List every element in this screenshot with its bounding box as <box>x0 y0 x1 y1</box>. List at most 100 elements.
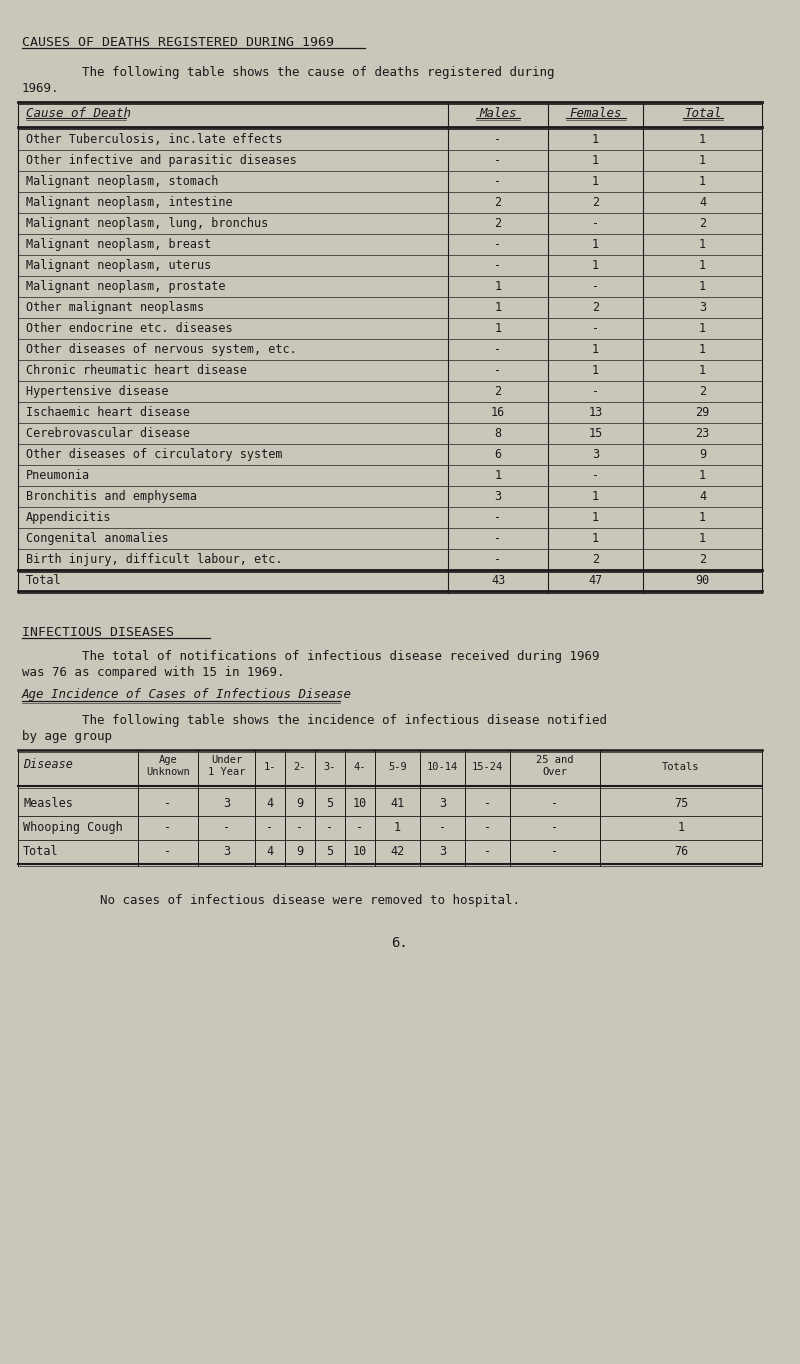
Text: Chronic rheumatic heart disease: Chronic rheumatic heart disease <box>26 364 247 376</box>
Text: Appendicitis: Appendicitis <box>26 512 111 524</box>
Text: -: - <box>326 821 334 833</box>
Text: Hypertensive disease: Hypertensive disease <box>26 385 169 398</box>
Text: 1: 1 <box>592 364 599 376</box>
Text: 1: 1 <box>592 154 599 166</box>
Text: Birth injury, difficult labour, etc.: Birth injury, difficult labour, etc. <box>26 552 282 566</box>
Text: 1: 1 <box>494 301 502 314</box>
Text: Cerebrovascular disease: Cerebrovascular disease <box>26 427 190 441</box>
Text: 1: 1 <box>699 175 706 188</box>
Text: The following table shows the incidence of infectious disease notified: The following table shows the incidence … <box>22 713 607 727</box>
Text: Other infective and parasitic diseases: Other infective and parasitic diseases <box>26 154 297 166</box>
Text: -: - <box>551 821 558 833</box>
Text: -: - <box>357 821 363 833</box>
Text: Measles: Measles <box>23 797 73 810</box>
Text: Whooping Cough: Whooping Cough <box>23 821 122 833</box>
Text: 9: 9 <box>297 797 303 810</box>
Text: 3-: 3- <box>324 762 336 772</box>
Text: 3: 3 <box>223 846 230 858</box>
Text: 1: 1 <box>699 512 706 524</box>
Text: Other malignant neoplasms: Other malignant neoplasms <box>26 301 204 314</box>
Text: -: - <box>592 322 599 336</box>
Text: 6: 6 <box>494 447 502 461</box>
Text: 43: 43 <box>491 574 505 587</box>
Text: Other diseases of circulatory system: Other diseases of circulatory system <box>26 447 282 461</box>
Text: 4: 4 <box>699 196 706 209</box>
Text: 4: 4 <box>266 797 274 810</box>
Text: 9: 9 <box>699 447 706 461</box>
Text: 2: 2 <box>699 217 706 231</box>
Text: -: - <box>165 797 171 810</box>
Text: 13: 13 <box>588 406 602 419</box>
Text: Cause of Death: Cause of Death <box>26 106 131 120</box>
Text: 1: 1 <box>394 821 401 833</box>
Text: 1: 1 <box>592 175 599 188</box>
Text: -: - <box>297 821 303 833</box>
Text: 75: 75 <box>674 797 688 810</box>
Text: -: - <box>592 280 599 293</box>
Text: Unknown: Unknown <box>146 767 190 777</box>
Text: 5-9: 5-9 <box>388 762 407 772</box>
Text: 1: 1 <box>494 280 502 293</box>
Text: Other endocrine etc. diseases: Other endocrine etc. diseases <box>26 322 233 336</box>
Text: 5: 5 <box>326 797 334 810</box>
Text: 25 and: 25 and <box>536 756 574 765</box>
Text: 1: 1 <box>592 259 599 271</box>
Text: 8: 8 <box>494 427 502 441</box>
Text: 1: 1 <box>699 154 706 166</box>
Text: 1: 1 <box>699 469 706 481</box>
Text: by age group: by age group <box>22 730 112 743</box>
Text: -: - <box>266 821 274 833</box>
Text: 9: 9 <box>297 846 303 858</box>
Text: 1: 1 <box>699 342 706 356</box>
Text: 1: 1 <box>699 322 706 336</box>
Text: 2-: 2- <box>294 762 306 772</box>
Text: 3: 3 <box>439 797 446 810</box>
Text: -: - <box>494 259 502 271</box>
Text: Males: Males <box>479 106 517 120</box>
Text: -: - <box>439 821 446 833</box>
Text: Malignant neoplasm, breast: Malignant neoplasm, breast <box>26 237 211 251</box>
Text: 23: 23 <box>695 427 710 441</box>
Text: -: - <box>592 385 599 398</box>
Text: 1: 1 <box>494 469 502 481</box>
Text: 1969.: 1969. <box>22 82 59 95</box>
Text: -: - <box>592 217 599 231</box>
Text: 76: 76 <box>674 846 688 858</box>
Text: 3: 3 <box>592 447 599 461</box>
Text: 1 Year: 1 Year <box>208 767 246 777</box>
Text: 1: 1 <box>678 821 685 833</box>
Text: 1: 1 <box>592 342 599 356</box>
Text: -: - <box>494 175 502 188</box>
Text: -: - <box>551 797 558 810</box>
Text: -: - <box>494 237 502 251</box>
Text: -: - <box>592 469 599 481</box>
Text: Under: Under <box>211 756 242 765</box>
Text: Females: Females <box>570 106 622 120</box>
Text: Other Tuberculosis, inc.late effects: Other Tuberculosis, inc.late effects <box>26 134 282 146</box>
Text: -: - <box>484 846 491 858</box>
Text: Malignant neoplasm, uterus: Malignant neoplasm, uterus <box>26 259 211 271</box>
Text: 1: 1 <box>699 280 706 293</box>
Text: Total: Total <box>23 846 58 858</box>
Text: Other diseases of nervous system, etc.: Other diseases of nervous system, etc. <box>26 342 297 356</box>
Text: Congenital anomalies: Congenital anomalies <box>26 532 169 546</box>
Text: 1: 1 <box>592 237 599 251</box>
Text: 42: 42 <box>390 846 405 858</box>
Text: 16: 16 <box>491 406 505 419</box>
Text: Pneumonia: Pneumonia <box>26 469 90 481</box>
Text: Age Incidence of Cases of Infectious Disease: Age Incidence of Cases of Infectious Dis… <box>22 687 352 701</box>
Text: 1: 1 <box>699 532 706 546</box>
Text: Malignant neoplasm, lung, bronchus: Malignant neoplasm, lung, bronchus <box>26 217 268 231</box>
Text: 2: 2 <box>592 196 599 209</box>
Text: 1: 1 <box>592 512 599 524</box>
Text: 1: 1 <box>494 322 502 336</box>
Text: -: - <box>494 134 502 146</box>
Text: 3: 3 <box>223 797 230 810</box>
Text: Malignant neoplasm, intestine: Malignant neoplasm, intestine <box>26 196 233 209</box>
Text: Ischaemic heart disease: Ischaemic heart disease <box>26 406 190 419</box>
Text: No cases of infectious disease were removed to hospital.: No cases of infectious disease were remo… <box>100 893 520 907</box>
Text: 2: 2 <box>699 552 706 566</box>
Text: The following table shows the cause of deaths registered during: The following table shows the cause of d… <box>22 65 554 79</box>
Text: -: - <box>223 821 230 833</box>
Text: 15: 15 <box>588 427 602 441</box>
